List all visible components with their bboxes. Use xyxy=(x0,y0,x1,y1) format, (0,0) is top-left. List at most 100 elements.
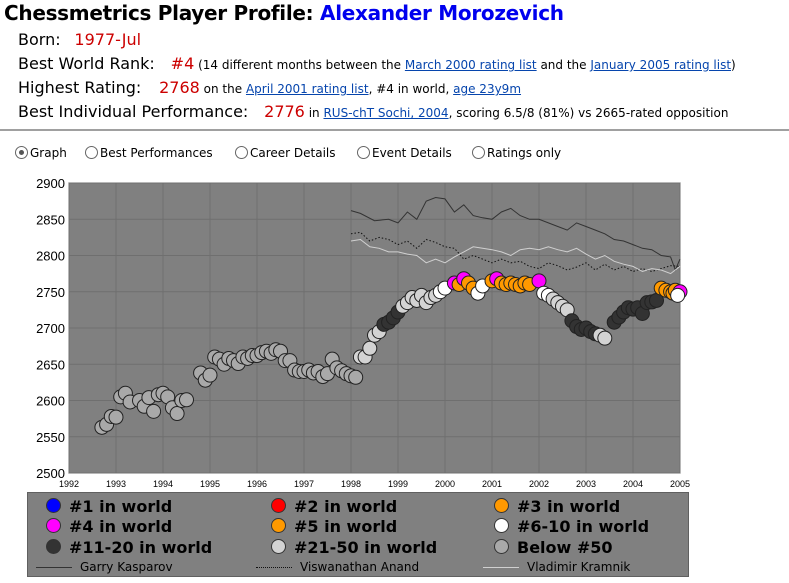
rating-point xyxy=(348,369,364,385)
grid-lines xyxy=(68,182,681,474)
y-tick-label: 2650 xyxy=(36,357,65,372)
legend-dot-below-50 xyxy=(494,539,509,554)
header-divider xyxy=(0,129,789,131)
legend-label-rank-3: #3 in world xyxy=(517,497,621,516)
legend-item-rank-6-10: #6-10 in world xyxy=(494,517,649,536)
x-tick-label: 2005 xyxy=(670,479,690,489)
highest-rating-row: Highest Rating: 2768 on the April 2001 r… xyxy=(18,78,521,97)
chart-legend: #1 in world #2 in world #3 in world #4 i… xyxy=(27,492,689,577)
age-link[interactable]: age 23y9m xyxy=(453,82,522,96)
x-tick-label: 1995 xyxy=(200,479,220,489)
x-tick-label: 1994 xyxy=(153,479,173,489)
title-prefix: Chessmetrics Player Profile: xyxy=(4,1,314,25)
best-performance-text-1: in xyxy=(308,106,320,120)
born-value: 1977-Jul xyxy=(74,30,142,49)
radio-career-details-circle[interactable] xyxy=(235,146,248,159)
january-2005-rating-list-link[interactable]: January 2005 rating list xyxy=(590,58,732,72)
legend-dot-rank-2 xyxy=(271,498,286,513)
april-2001-rating-list-link[interactable]: April 2001 rating list xyxy=(245,82,369,96)
legend-line-kasparov: Garry Kasparov xyxy=(36,560,173,574)
legend-item-rank-1: #1 in world xyxy=(46,497,172,516)
x-tick-label: 1998 xyxy=(341,479,361,489)
born-label: Born: xyxy=(18,30,61,49)
legend-label-rank-2: #2 in world xyxy=(294,497,398,516)
legend-label-rank-6-10: #6-10 in world xyxy=(517,517,650,536)
y-tick-label: 2750 xyxy=(36,285,65,300)
y-tick-label: 2550 xyxy=(36,430,65,445)
comparison-lines xyxy=(350,196,681,275)
legend-item-rank-2: #2 in world xyxy=(271,497,397,516)
series-line-viswanathan-anand xyxy=(350,231,681,273)
rating-point xyxy=(202,367,218,383)
rating-chart: 2500 2550 2600 2650 2700 2750 2800 2850 2900 199… xyxy=(36,176,690,489)
y-axis-ticks: 2500 2550 2600 2650 2700 2750 2800 2850 2900 xyxy=(36,176,65,481)
world-rank-text-1: (14 different months between the xyxy=(198,58,402,72)
legend-dot-rank-1 xyxy=(46,498,61,513)
x-tick-label: 2004 xyxy=(623,479,643,489)
rus-cht-sochi-2004-link[interactable]: RUS-chT Sochi, 2004 xyxy=(323,106,449,120)
radio-best-performances-circle[interactable] xyxy=(85,146,98,159)
x-tick-label: 2001 xyxy=(482,479,502,489)
series-line-vladimir-kramnik xyxy=(350,238,681,275)
player-name: Alexander Morozevich xyxy=(320,1,564,25)
legend-label-rank-21-50: #21-50 in world xyxy=(294,538,438,557)
legend-item-below-50: Below #50 xyxy=(494,538,613,557)
x-tick-label: 1999 xyxy=(388,479,408,489)
world-rank-text-2: and the xyxy=(540,58,587,72)
legend-line-kasparov-label: Garry Kasparov xyxy=(80,560,173,574)
radio-graph[interactable]: Graph xyxy=(15,146,85,160)
radio-event-details-circle[interactable] xyxy=(357,146,370,159)
radio-career-details[interactable]: Career Details xyxy=(235,146,357,160)
radio-ratings-only[interactable]: Ratings only xyxy=(472,146,561,160)
x-axis-ticks: 1992 1993 1994 1995 1996 1997 1998 1999 2000 2001… xyxy=(59,479,690,489)
rating-point xyxy=(146,403,162,419)
best-performance-value: 2776 xyxy=(264,102,305,121)
legend-line-anand-label: Viswanathan Anand xyxy=(300,560,420,574)
legend-line-kramnik: Vladimir Kramnik xyxy=(483,560,630,574)
best-performance-text-2: , scoring 6.5/8 (81%) vs 2665-rated oppo… xyxy=(448,106,729,120)
legend-item-rank-21-50: #21-50 in world xyxy=(271,538,437,557)
radio-ratings-only-circle[interactable] xyxy=(472,146,485,159)
legend-label-rank-1: #1 in world xyxy=(69,497,173,516)
legend-line-kramnik-swatch xyxy=(483,567,519,568)
legend-item-rank-3: #3 in world xyxy=(494,497,620,516)
radio-best-performances[interactable]: Best Performances xyxy=(85,146,235,160)
legend-dot-rank-11-20 xyxy=(46,539,61,554)
born-row: Born: 1977-Jul xyxy=(18,30,141,49)
y-tick-label: 2700 xyxy=(36,321,65,336)
radio-graph-label: Graph xyxy=(30,146,67,160)
x-tick-label: 1992 xyxy=(59,479,79,489)
legend-label-rank-11-20: #11-20 in world xyxy=(69,538,213,557)
x-tick-label: 2002 xyxy=(529,479,549,489)
legend-item-rank-5: #5 in world xyxy=(271,517,397,536)
legend-label-below-50: Below #50 xyxy=(517,538,613,557)
legend-line-anand: Viswanathan Anand xyxy=(256,560,419,574)
highest-rating-label: Highest Rating: xyxy=(18,78,142,97)
rating-points xyxy=(94,271,688,435)
page-title: Chessmetrics Player Profile: Alexander M… xyxy=(4,1,564,25)
rating-point xyxy=(597,330,613,346)
y-tick-label: 2850 xyxy=(36,212,65,227)
march-2000-rating-list-link[interactable]: March 2000 rating list xyxy=(404,58,537,72)
legend-line-kasparov-swatch xyxy=(36,567,72,568)
radio-career-details-label: Career Details xyxy=(250,146,336,160)
rating-point xyxy=(670,287,686,303)
y-tick-label: 2800 xyxy=(36,249,65,264)
y-tick-label: 2500 xyxy=(36,466,65,481)
highest-rating-text-2: , #4 in world, xyxy=(368,82,450,96)
series-line-garry-kasparov xyxy=(350,196,681,272)
radio-event-details-label: Event Details xyxy=(372,146,452,160)
radio-event-details[interactable]: Event Details xyxy=(357,146,472,160)
radio-graph-circle[interactable] xyxy=(15,146,28,159)
legend-dot-rank-21-50 xyxy=(271,539,286,554)
legend-dot-rank-3 xyxy=(494,498,509,513)
legend-dot-rank-6-10 xyxy=(494,518,509,533)
y-tick-label: 2900 xyxy=(36,176,65,191)
rating-point xyxy=(362,340,378,356)
radio-ratings-only-label: Ratings only xyxy=(487,146,562,160)
world-rank-value: #4 xyxy=(170,54,195,73)
world-rank-row: Best World Rank: #4 (14 different months… xyxy=(18,54,736,73)
legend-item-rank-4: #4 in world xyxy=(46,517,172,536)
legend-item-rank-11-20: #11-20 in world xyxy=(46,538,212,557)
legend-line-anand-swatch xyxy=(256,567,292,568)
